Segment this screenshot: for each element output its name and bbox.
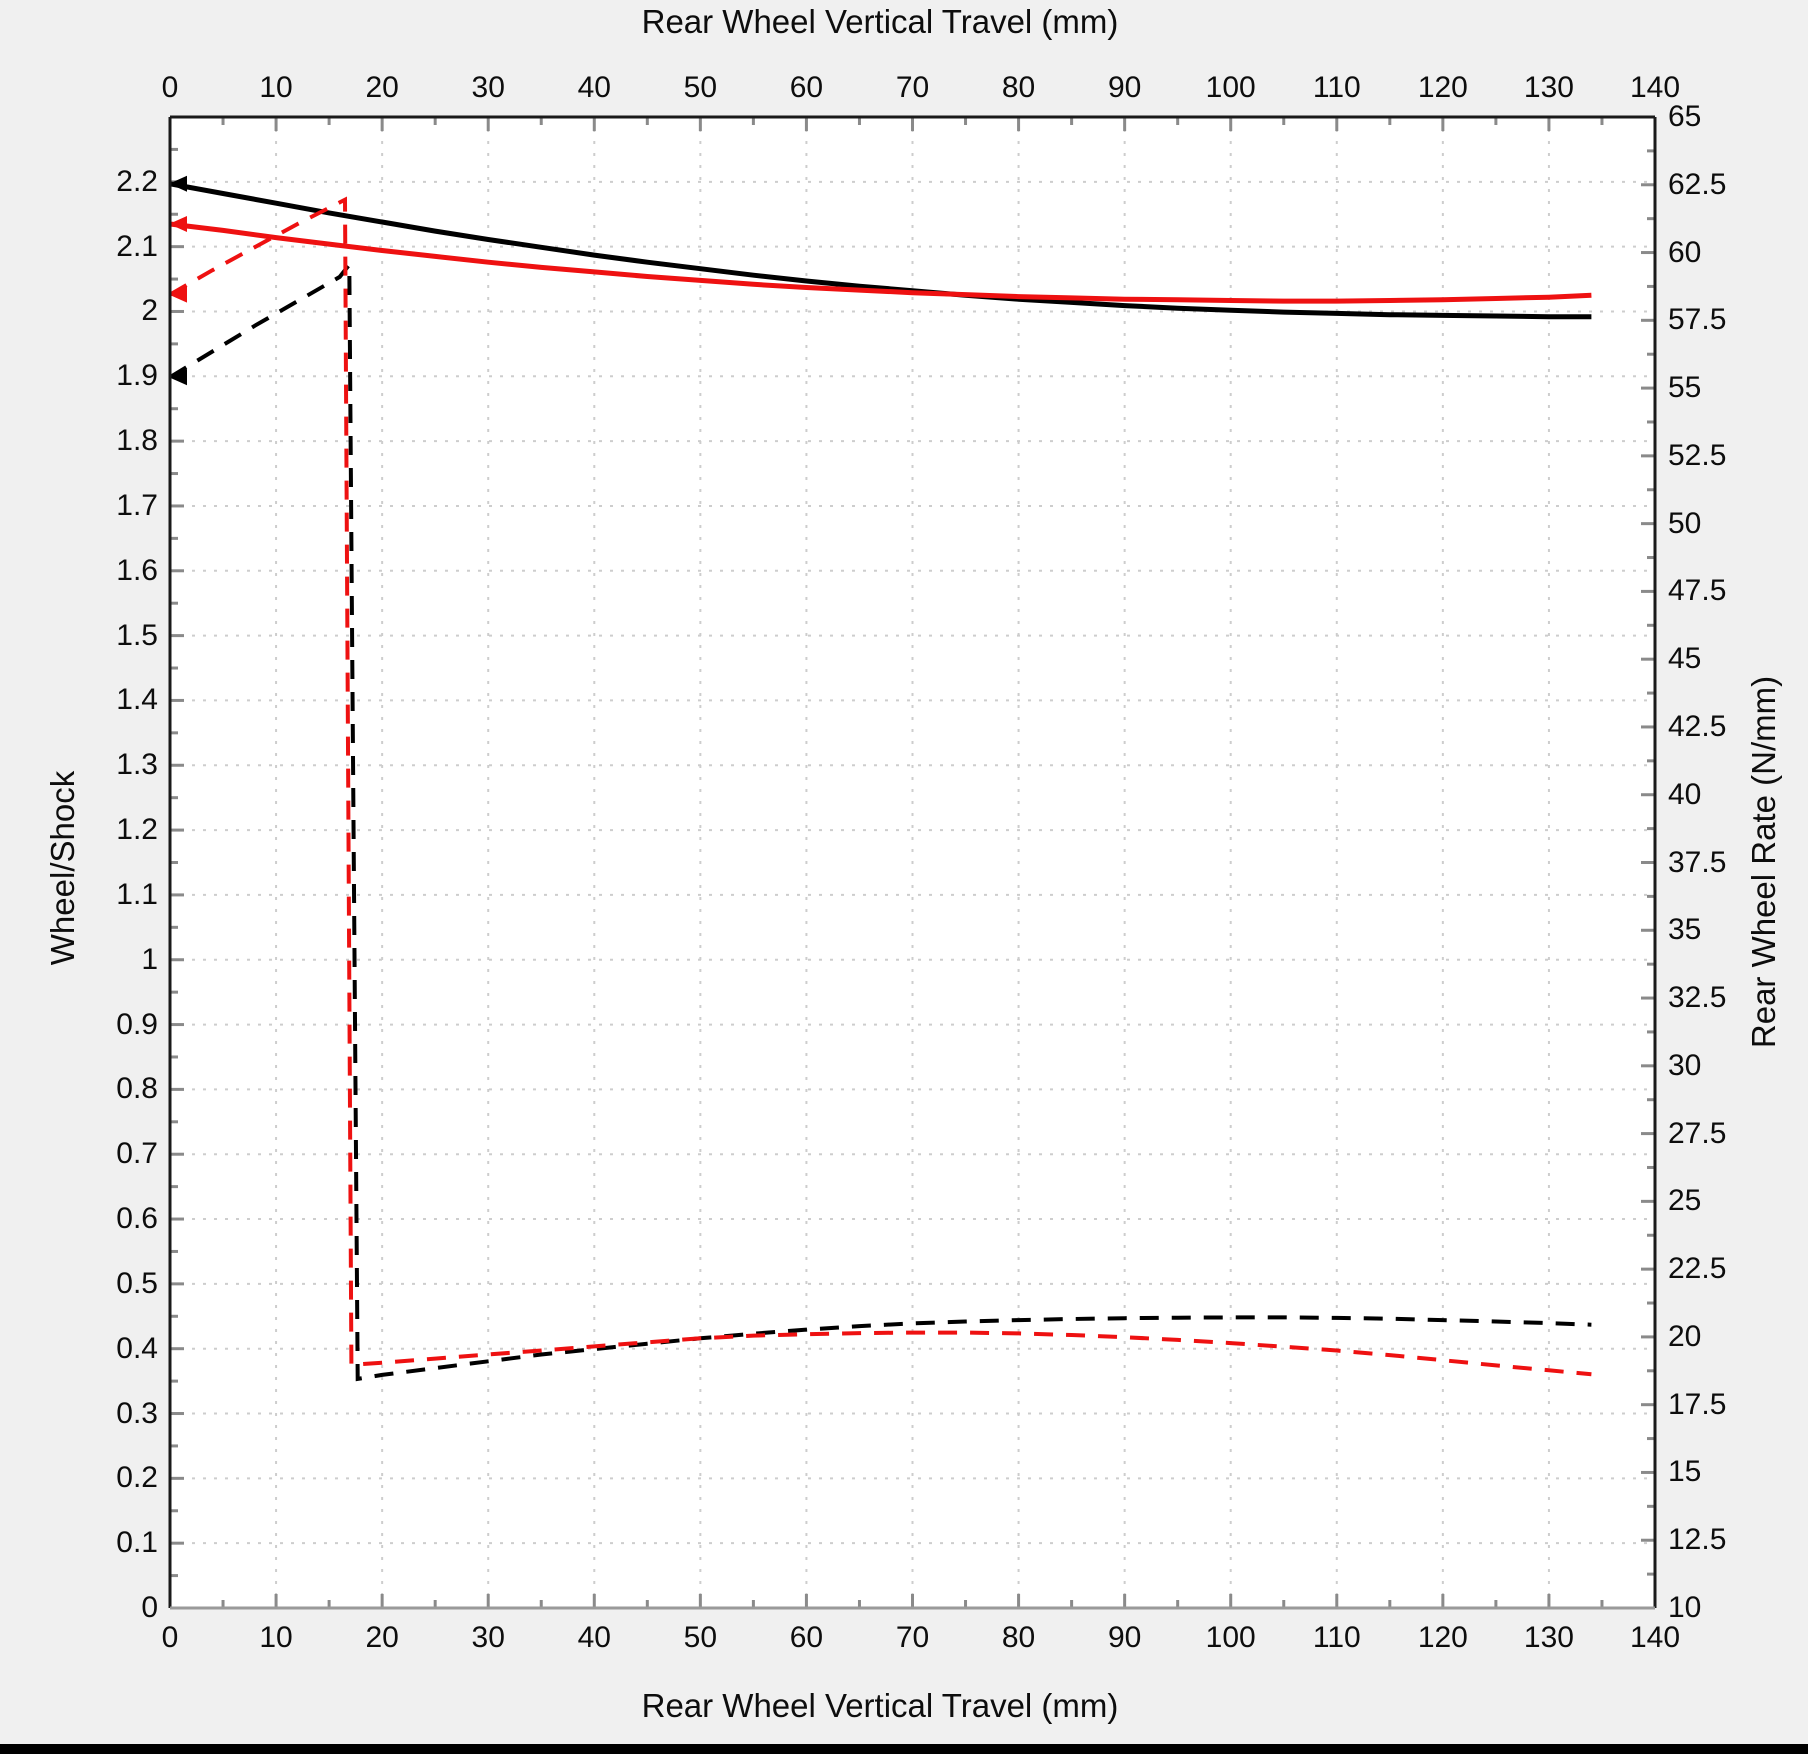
x-axis-tick-label-bottom: 0: [161, 1621, 179, 1654]
y-axis-right-tick-label: 17.5: [1668, 1387, 1727, 1421]
y-axis-left-tick-label: 0: [141, 1591, 158, 1624]
y-axis-left-tick-label: 0.6: [116, 1202, 158, 1236]
y-axis-left-tick-label: 1.6: [116, 553, 158, 587]
start-arrow-marker-rear-wheel-rate-black: [169, 369, 187, 386]
y-axis-right-tick-label: 35: [1668, 913, 1702, 947]
y-axis-left-tick-label: 1.3: [116, 748, 158, 782]
y-axis-left-tick-label: 1.7: [116, 488, 158, 522]
x-axis-tick-label-bottom: 100: [1205, 1621, 1256, 1654]
y-axis-right-tick-label: 55: [1668, 371, 1702, 405]
x-axis-tick-label-top: 130: [1523, 71, 1574, 104]
x-axis-tick-label-bottom: 90: [1107, 1621, 1142, 1654]
x-axis-tick-label-top: 40: [577, 71, 611, 104]
series-wheel-shock-ratio-red: [169, 221, 1592, 304]
y-axis-right-tick-label: 32.5: [1668, 981, 1727, 1015]
right-axis-title: Rear Wheel Rate (N/mm): [1745, 675, 1782, 1049]
y-axis-left-tick-label: 0.5: [116, 1266, 158, 1300]
series-rear-wheel-rate-black: [168, 258, 1592, 1382]
y-axis-left-tick-label: 0.1: [116, 1526, 158, 1560]
x-axis-tick-label-top: 70: [895, 71, 930, 104]
x-axis-tick-label-bottom: 30: [471, 1621, 505, 1654]
x-axis-tick-label-bottom: 20: [365, 1621, 399, 1654]
y-axis-right-tick-label: 12.5: [1668, 1523, 1727, 1557]
y-axis-left-tick-label: 0.9: [116, 1007, 158, 1041]
x-axis-tick-label-bottom: 70: [895, 1621, 930, 1654]
x-axis-tick-label-top: 90: [1107, 71, 1142, 104]
start-arrow-marker-wheel-shock-ratio-red: [169, 215, 187, 232]
x-axis-tick-label-bottom: 40: [577, 1621, 611, 1654]
y-axis-left-tick-label: 2.1: [116, 229, 158, 263]
y-axis-left-tick-label: 0.8: [116, 1072, 158, 1106]
x-axis-tick-label-bottom: 10: [259, 1621, 293, 1654]
y-axis-right-tick-label: 52.5: [1668, 438, 1727, 472]
start-arrow-marker-wheel-shock-ratio-black: [169, 175, 187, 192]
series-rear-wheel-rate-red: [169, 196, 1592, 1377]
y-axis-right-tick-label: 20: [1668, 1319, 1702, 1353]
y-axis-right-tick-label: 65: [1668, 100, 1702, 133]
y-axis-right-tick-label: 10: [1668, 1591, 1702, 1624]
x-axis-tick-label-top: 0: [161, 71, 179, 104]
x-axis-tick-label-top: 100: [1205, 71, 1256, 104]
x-axis-tick-label-bottom: 60: [789, 1621, 824, 1654]
y-axis-left-tick-label: 0.2: [116, 1461, 158, 1495]
y-axis-right-tick-label: 57.5: [1668, 303, 1727, 337]
x-axis-tick-label-bottom: 130: [1523, 1621, 1574, 1654]
y-axis-left-tick-label: 2.2: [116, 164, 158, 198]
y-axis-right-tick-label: 50: [1668, 506, 1702, 540]
y-axis-left-tick-label: 1.1: [116, 877, 158, 911]
y-axis-right-tick-label: 22.5: [1668, 1252, 1727, 1286]
x-axis-tick-label-top: 80: [1001, 71, 1036, 104]
x-axis-tick-label-top: 20: [365, 71, 399, 104]
y-axis-left-tick-label: 0.3: [116, 1396, 158, 1430]
x-axis-tick-label-bottom: 120: [1417, 1621, 1468, 1654]
x-axis-tick-label-top: 120: [1417, 71, 1468, 104]
y-axis-right-tick-label: 62.5: [1668, 167, 1727, 201]
y-axis-left-tick-label: 2: [141, 294, 158, 328]
x-axis-tick-label-top: 30: [471, 71, 505, 104]
x-axis-tick-label-bottom: 140: [1629, 1621, 1681, 1654]
y-axis-right-tick-label: 60: [1668, 235, 1702, 269]
x-axis-tick-label-bottom: 110: [1312, 1621, 1361, 1654]
start-arrow-marker-rear-wheel-rate-red: [169, 286, 187, 303]
x-axis-tick-label-top: 10: [259, 71, 293, 104]
y-axis-left-tick-label: 1.5: [116, 618, 158, 652]
y-axis-right-tick-label: 30: [1668, 1048, 1702, 1082]
y-axis-right-tick-label: 45: [1668, 642, 1702, 676]
x-axis-tick-label-top: 110: [1312, 71, 1361, 104]
left-axis-title: Wheel/Shock: [44, 770, 81, 966]
y-axis-left-tick-label: 1.9: [116, 359, 158, 393]
y-axis-right-tick-label: 25: [1668, 1184, 1702, 1218]
x-axis-tick-label-top: 60: [789, 71, 824, 104]
x-axis-tick-label-bottom: 80: [1001, 1621, 1036, 1654]
y-axis-right-tick-label: 27.5: [1668, 1116, 1727, 1150]
y-axis-left-tick-label: 0.4: [116, 1331, 158, 1365]
y-axis-left-tick-label: 0.7: [116, 1137, 158, 1171]
y-axis-right-tick-label: 47.5: [1668, 574, 1727, 608]
y-axis-right-tick-label: 37.5: [1668, 845, 1727, 879]
bottom-axis-title: Rear Wheel Vertical Travel (mm): [641, 1687, 1119, 1724]
y-axis-right-tick-label: 42.5: [1668, 709, 1727, 743]
top-axis-title: Rear Wheel Vertical Travel (mm): [641, 3, 1119, 40]
series-wheel-shock-ratio-black: [169, 181, 1592, 320]
x-axis-tick-label-top: 140: [1629, 71, 1681, 104]
bottom-bar: [0, 1744, 1808, 1754]
x-axis-tick-label-bottom: 50: [683, 1621, 718, 1654]
y-axis-left-tick-label: 1.8: [116, 424, 158, 458]
y-axis-left-tick-label: 1.4: [116, 683, 158, 717]
y-axis-right-tick-label: 15: [1668, 1455, 1702, 1489]
y-axis-left-tick-label: 1: [141, 942, 158, 976]
y-axis-right-tick-label: 40: [1668, 777, 1702, 811]
y-axis-left-tick-label: 1.2: [116, 813, 158, 847]
x-axis-tick-label-top: 50: [683, 71, 718, 104]
